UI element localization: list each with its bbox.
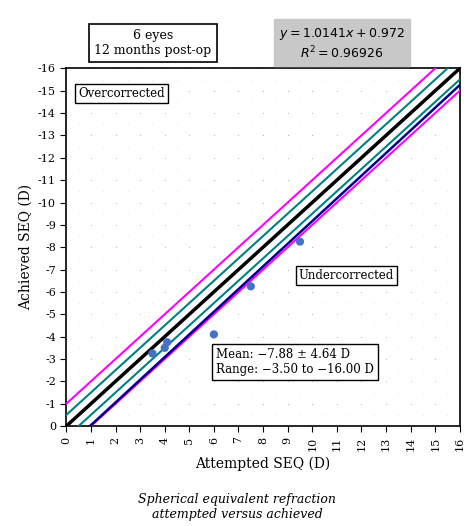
Text: Overcorrected: Overcorrected — [78, 87, 165, 100]
Point — [247, 282, 255, 290]
Text: $y = 1.0141x + 0.972$
$R^2 = 0.96926$: $y = 1.0141x + 0.972$ $R^2 = 0.96926$ — [279, 26, 405, 61]
Point — [161, 343, 168, 352]
Text: Undercorrected: Undercorrected — [299, 269, 394, 282]
Point — [296, 237, 304, 246]
Text: Spherical equivalent refraction
attempted versus achieved: Spherical equivalent refraction attempte… — [138, 493, 336, 521]
Text: Mean: −7.88 ± 4.64 D
Range: −3.50 to −16.00 D: Mean: −7.88 ± 4.64 D Range: −3.50 to −16… — [216, 348, 374, 376]
Y-axis label: Achieved SEQ (D): Achieved SEQ (D) — [18, 184, 32, 310]
X-axis label: Attempted SEQ (D): Attempted SEQ (D) — [195, 456, 331, 471]
Text: 6 eyes
12 months post-op: 6 eyes 12 months post-op — [94, 29, 211, 57]
Point — [149, 349, 156, 358]
Point — [210, 330, 218, 339]
Point — [164, 338, 171, 347]
